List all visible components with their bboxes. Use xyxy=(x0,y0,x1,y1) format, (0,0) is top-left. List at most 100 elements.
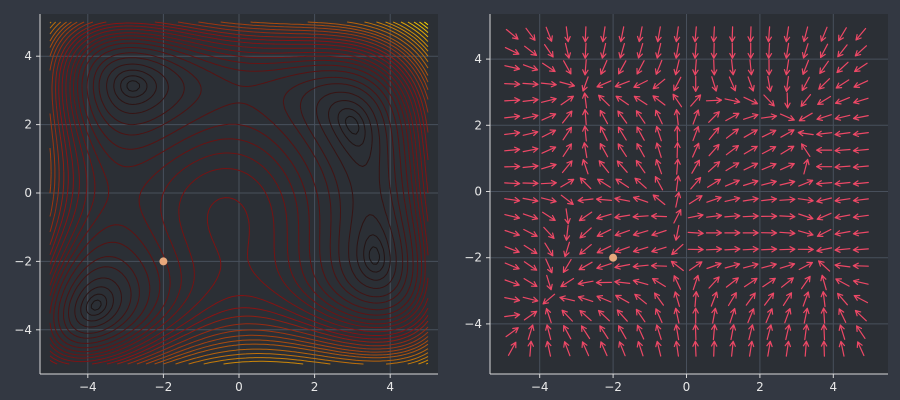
quiver-arrow xyxy=(596,80,612,88)
quiver-arrow xyxy=(782,292,793,306)
quiver-arrow xyxy=(707,178,721,188)
quiver-arrow xyxy=(852,278,869,286)
quiver-arrow xyxy=(801,59,810,75)
quiver-arrow xyxy=(724,97,741,105)
quiver-arrow xyxy=(600,42,607,59)
quiver-arrow xyxy=(779,246,796,253)
quiver-arrow xyxy=(780,145,795,155)
quiver-arrow xyxy=(837,292,848,306)
contour-level-line xyxy=(49,38,423,353)
quiver-arrow xyxy=(745,292,756,306)
quiver-arrow xyxy=(618,26,625,43)
quiver-arrow xyxy=(729,340,736,357)
quiver-arrow xyxy=(852,180,869,187)
quiver-arrow xyxy=(761,213,778,220)
quiver-arrow xyxy=(816,212,832,221)
quiver-arrow xyxy=(834,147,851,154)
quiver-arrow xyxy=(614,246,630,254)
quiver-arrow xyxy=(801,143,811,157)
quiver-arrow xyxy=(522,197,539,204)
quiver-arrow xyxy=(504,312,521,319)
quiver-arrow xyxy=(507,341,517,356)
quiver-arrow xyxy=(617,143,627,157)
quiver-arrow xyxy=(692,340,699,357)
contour-lines xyxy=(49,21,429,365)
contour-level-line xyxy=(49,35,426,356)
quiver-arrow xyxy=(596,229,612,237)
quiver-arrow xyxy=(853,294,869,304)
quiver-arrow xyxy=(725,162,740,172)
quiver-arrow xyxy=(852,213,869,220)
quiver-arrow xyxy=(504,163,521,170)
quiver-arrow xyxy=(798,179,814,187)
contour-marker-point xyxy=(159,257,168,266)
quiver-arrow xyxy=(779,262,796,269)
quiver-arrow xyxy=(563,60,572,75)
quiver-arrow xyxy=(816,130,833,138)
quiver-arrow xyxy=(800,94,812,107)
quiver-arrow xyxy=(852,262,869,270)
quiver-arrow xyxy=(504,80,521,88)
quiver-arrow xyxy=(687,229,704,237)
quiver-arrow xyxy=(692,59,699,76)
quiver-arrow xyxy=(802,291,810,307)
quiver-arrow xyxy=(834,246,851,253)
quiver-arrow xyxy=(692,126,700,142)
quiver-arrow xyxy=(504,279,520,287)
quiver-arrow xyxy=(747,59,755,76)
quiver-arrow xyxy=(541,112,557,121)
quiver-arrow xyxy=(577,279,594,287)
quiver-arrow xyxy=(560,178,575,188)
quiver-arrow xyxy=(633,95,648,106)
quiver-arrow xyxy=(599,109,609,125)
quiver-arrow xyxy=(802,340,810,357)
quiver-arrow xyxy=(635,159,646,174)
quiver-arrow xyxy=(652,194,666,206)
quiver-arrow xyxy=(600,26,607,43)
quiver-arrow xyxy=(655,125,662,142)
quiver-arrow xyxy=(636,324,645,340)
quiver-arrow xyxy=(690,176,702,190)
quiver-arrow xyxy=(562,110,573,124)
quiver-arrow xyxy=(598,160,610,174)
quiver-arrow xyxy=(747,42,754,59)
quiver-arrow xyxy=(852,114,869,121)
quiver-arrow xyxy=(636,60,645,75)
quiver-arrow xyxy=(632,195,649,203)
contour-level-line xyxy=(419,21,429,29)
contour-x-tick-label: 2 xyxy=(311,380,319,394)
quiver-arrow xyxy=(674,158,681,175)
quiver-arrow xyxy=(854,45,867,57)
quiver-arrow xyxy=(692,324,699,341)
quiver-arrow xyxy=(690,94,702,107)
quiver-arrow xyxy=(546,274,553,291)
quiver-arrow xyxy=(632,213,649,220)
quiver-arrow xyxy=(710,42,718,59)
quiver-arrow xyxy=(615,178,630,188)
quiver-arrow xyxy=(743,129,758,138)
quiver-arrow xyxy=(582,92,589,109)
contour-level-line xyxy=(223,21,429,365)
quiver-arrow xyxy=(545,340,552,357)
quiver-arrow xyxy=(743,179,759,187)
quiver-arrow xyxy=(582,125,589,142)
quiver-arrow xyxy=(838,308,847,323)
quiver-arrow xyxy=(636,143,645,158)
quiver-arrow xyxy=(633,80,648,89)
quiver-arrow xyxy=(747,26,754,43)
quiver-arrow xyxy=(636,341,644,357)
quiver-arrow xyxy=(577,295,594,302)
quiver-arrow xyxy=(564,208,571,225)
quiver-arrow xyxy=(705,97,723,104)
quiver-marker-point xyxy=(609,253,618,262)
contour-level-line xyxy=(49,21,429,365)
quiver-arrow xyxy=(596,245,612,254)
quiver-arrow xyxy=(803,158,810,175)
quiver-arrow xyxy=(505,327,519,338)
quiver-arrow xyxy=(614,229,630,237)
quiver-arrow xyxy=(671,243,684,256)
quiver-arrow xyxy=(852,246,869,253)
quiver-arrow xyxy=(581,142,589,159)
quiver-arrow xyxy=(504,262,520,270)
quiver-arrow xyxy=(820,307,828,324)
